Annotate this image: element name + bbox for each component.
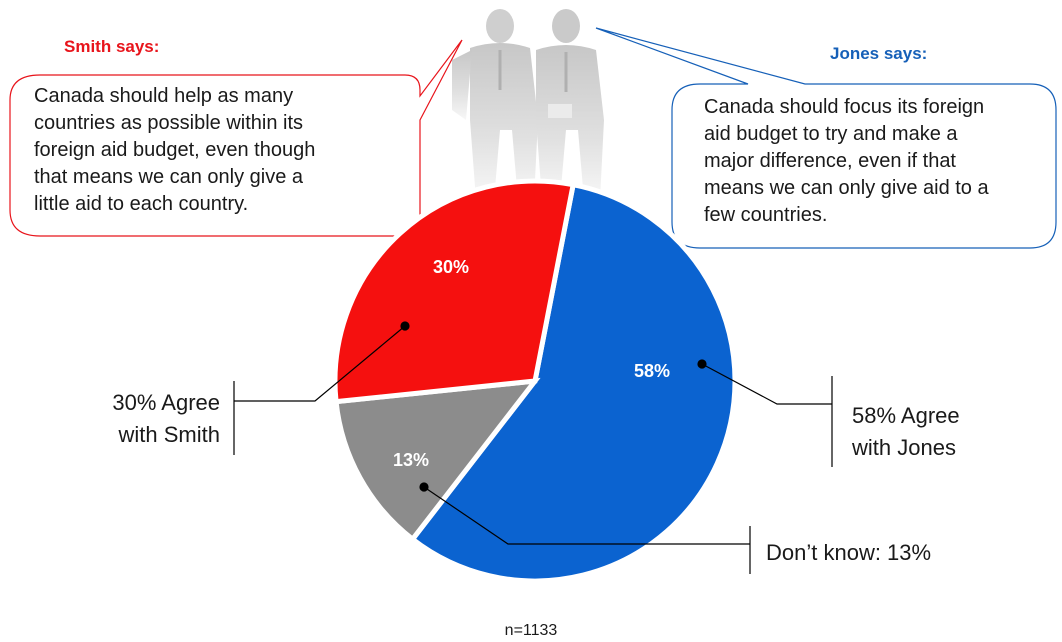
pie-slices xyxy=(332,178,738,584)
smith-leader-line xyxy=(234,325,406,402)
smith-quote-line: little aid to each country. xyxy=(34,193,249,215)
smith-quote: Canada should help as many countries as … xyxy=(34,83,315,218)
jones-quote-line: aid budget to try and make a xyxy=(704,123,958,145)
pie-value-labels: 58% 13% 30% xyxy=(393,257,670,470)
smith-quote-line: countries as possible within its xyxy=(34,112,304,134)
dontknow-callout-label: Don’t know: 13% xyxy=(766,540,932,565)
jones-quote-line: Canada should focus its foreign xyxy=(704,96,985,118)
smith-quote-line: that means we can only give a xyxy=(34,166,304,188)
jones-callout-line: 58% Agree xyxy=(852,403,960,428)
sample-size: n=1133 xyxy=(504,622,558,639)
jones-heading: Jones says: xyxy=(830,44,928,63)
smith-callout-line: 30% Agree xyxy=(112,390,220,415)
slice-value-label: 58% xyxy=(634,361,670,381)
jones-quote-line: means we can only give aid to a xyxy=(704,177,989,199)
pie-slice xyxy=(332,178,577,405)
jones-callout-line: with Jones xyxy=(852,435,956,460)
slice-value-label: 30% xyxy=(433,257,469,277)
pie-slice xyxy=(409,181,738,584)
smith-quote-line: Canada should help as many xyxy=(34,85,294,107)
smith-quote-line: foreign aid budget, even though xyxy=(34,139,316,161)
jones-quote: Canada should focus its foreign aid budg… xyxy=(704,94,989,229)
jones-speech-bubble xyxy=(595,27,1057,249)
businessmen-photo-icon xyxy=(452,9,604,200)
jones-quote-line: major difference, even if that xyxy=(704,150,956,172)
dontknow-leader-line xyxy=(423,486,750,545)
callout-leaders xyxy=(233,321,833,574)
pie-slice xyxy=(333,377,541,543)
jones-leader-line xyxy=(701,363,832,405)
jones-callout-label: 58% Agree with Jones xyxy=(852,400,1012,464)
smith-callout-line: with Smith xyxy=(118,422,220,447)
smith-callout-label: 30% Agree with Smith xyxy=(70,387,220,451)
smith-heading: Smith says: xyxy=(64,37,160,56)
jones-quote-line: few countries. xyxy=(704,204,828,226)
slice-value-label: 13% xyxy=(393,450,429,470)
